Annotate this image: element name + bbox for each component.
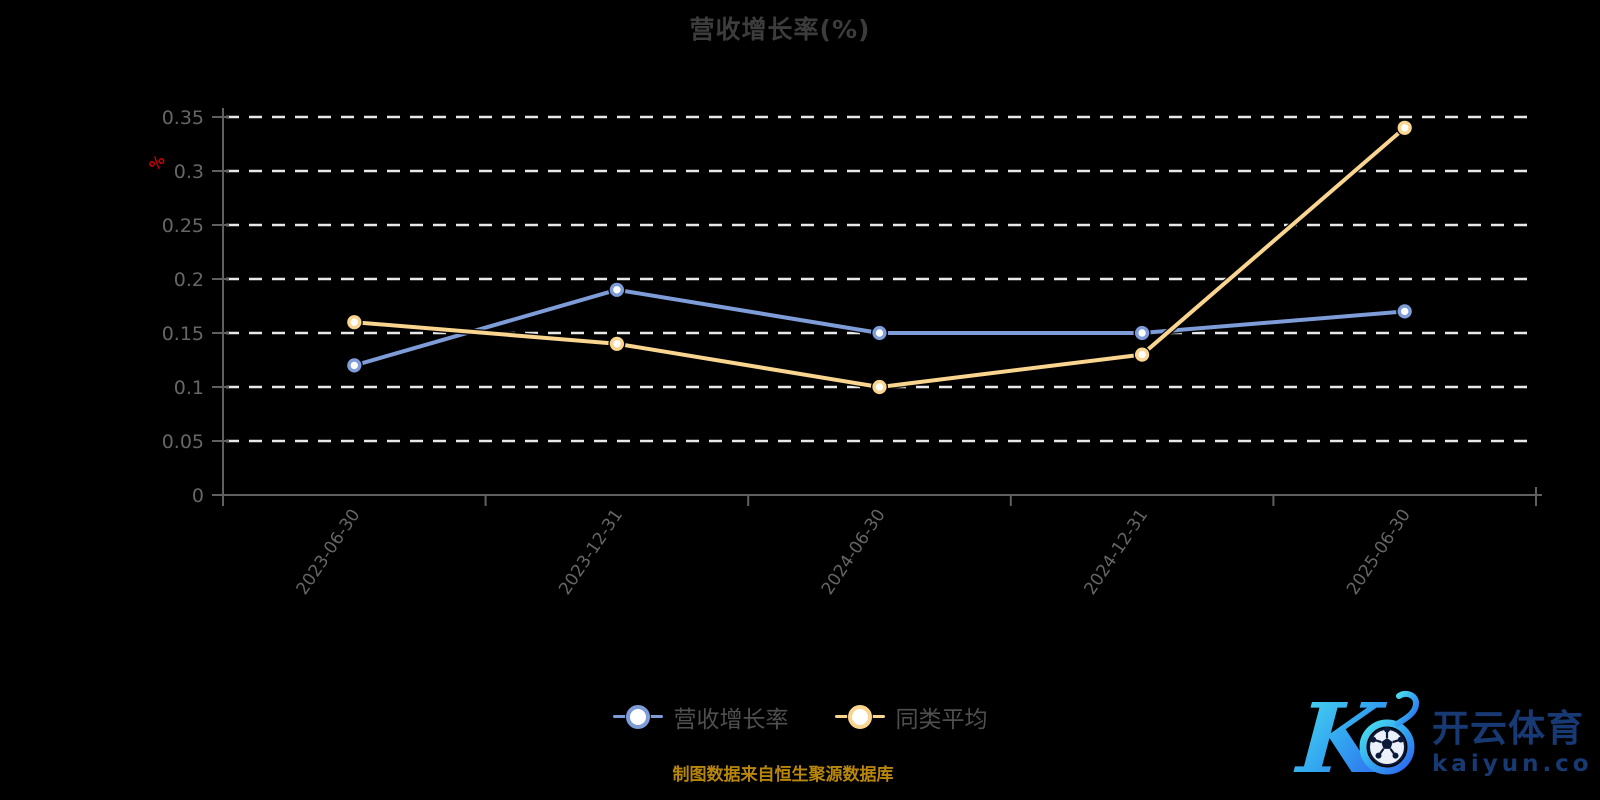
line-marker-icon bbox=[612, 702, 663, 732]
data-point-outline bbox=[1396, 302, 1414, 320]
series-0-data-point[interactable] bbox=[1397, 304, 1412, 319]
series-0-data-point[interactable] bbox=[347, 358, 362, 373]
data-point-outline bbox=[345, 356, 363, 374]
data-point-outline bbox=[1133, 346, 1151, 364]
legend-item-revenue-growth[interactable]: 营收增长率 bbox=[612, 700, 789, 734]
y-axis-unit-label: % bbox=[145, 151, 168, 174]
x-axis-label: 2023-06-30 bbox=[293, 506, 365, 599]
data-point-outline bbox=[608, 335, 626, 353]
data-point-outline bbox=[871, 378, 889, 396]
data-point-outline bbox=[345, 313, 363, 331]
series-1-data-point[interactable] bbox=[1134, 347, 1150, 362]
series-1-line bbox=[352, 125, 1407, 389]
legend-item-peer-average[interactable]: 同类平均 bbox=[834, 700, 988, 734]
y-axis-label: 0.2 bbox=[174, 269, 204, 291]
chart-legend: 营收增长率 同类平均 bbox=[0, 700, 1600, 734]
series-1-data-point[interactable] bbox=[872, 379, 887, 395]
line-marker-icon bbox=[834, 702, 885, 732]
data-point-outline bbox=[608, 281, 626, 299]
x-axis-label: 2025-06-30 bbox=[1343, 506, 1415, 599]
kaiyun-logo[interactable]: K 开云体育 bbox=[1285, 668, 1600, 795]
series-0-data-point[interactable] bbox=[609, 282, 625, 297]
data-point-outline bbox=[1396, 119, 1414, 137]
y-axis-label: 0.3 bbox=[174, 161, 204, 183]
soccer-ball-icon bbox=[1359, 691, 1420, 775]
series-1-data-point[interactable] bbox=[347, 315, 362, 330]
y-axis-label: 0.15 bbox=[162, 323, 204, 345]
y-axis-label: 0.05 bbox=[162, 431, 204, 453]
x-axis-label: 2024-12-31 bbox=[1080, 506, 1152, 599]
legend-label: 同类平均 bbox=[895, 707, 988, 733]
y-axis-label: 0.25 bbox=[162, 215, 204, 237]
series-1-line-shadow bbox=[350, 124, 1408, 391]
series-0-data-point[interactable] bbox=[1134, 325, 1150, 341]
series-1-data-point[interactable] bbox=[609, 336, 625, 351]
legend-label: 营收增长率 bbox=[673, 707, 789, 733]
x-axis-label: 2023-12-31 bbox=[555, 506, 627, 599]
y-axis-label: 0 bbox=[192, 485, 204, 507]
data-point-outline bbox=[1133, 324, 1151, 342]
y-axis-label: 0.1 bbox=[174, 377, 204, 399]
series-1-data-point[interactable] bbox=[1397, 120, 1412, 135]
series-0-data-point[interactable] bbox=[872, 325, 887, 341]
data-point-outline bbox=[871, 324, 889, 342]
y-axis-label: 0.35 bbox=[162, 107, 204, 129]
chart-title: 营收增长率(%) bbox=[689, 15, 871, 44]
data-source-note: 制图数据来自恒生聚源数据库 bbox=[672, 765, 894, 785]
logo-brand-text: 开云体育 bbox=[1432, 707, 1584, 750]
logo-domain-text: kaiyun.com bbox=[1432, 751, 1590, 777]
x-axis-label: 2024-06-30 bbox=[818, 506, 890, 599]
